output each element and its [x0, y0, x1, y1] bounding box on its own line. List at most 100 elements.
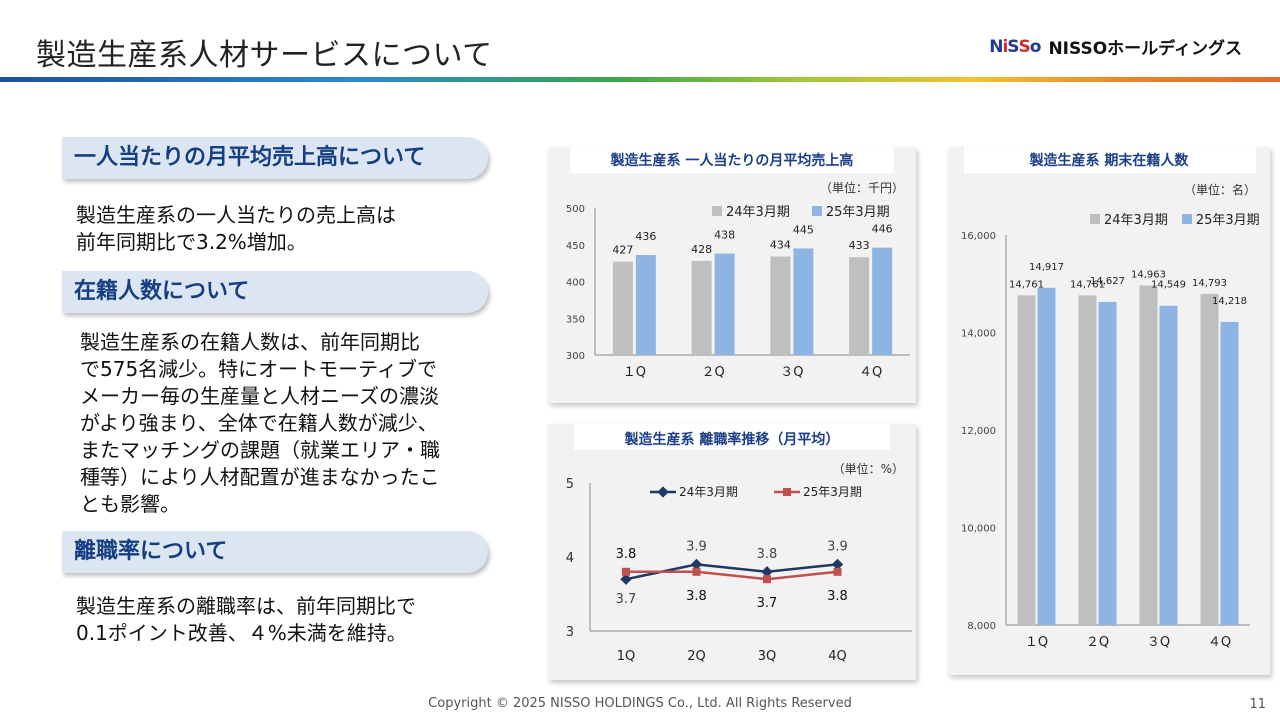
body-line: 0.1ポイント改善、４%未満を維持。: [76, 621, 407, 645]
body-line: 種等）により人材配置が進まなかったこ: [80, 465, 440, 489]
brand-name: NISSOホールディングス: [1048, 39, 1242, 59]
data-point: [622, 567, 630, 576]
data-label: 3.8: [827, 589, 848, 604]
data-label: 434: [770, 239, 791, 252]
section-body-headcount: 製造生産系の在籍人数は、前年同期比 で575名減少。特にオートモーティブで メー…: [80, 329, 440, 518]
y-tick-label: 450: [566, 241, 585, 252]
section-heading-headcount: 在籍人数について: [62, 271, 488, 313]
section-heading-turnover: 離職率について: [62, 531, 488, 573]
bar: [872, 247, 893, 355]
data-label: 3.9: [827, 539, 848, 554]
body-line: で575名減少。特にオートモーティブで: [80, 357, 437, 381]
data-label: 3.8: [686, 589, 707, 604]
bar: [1098, 301, 1117, 625]
data-label: 14,549: [1151, 280, 1186, 291]
x-tick-label: １Q: [623, 365, 646, 380]
data-label: 14,917: [1029, 262, 1064, 273]
data-label: 14,218: [1212, 296, 1247, 307]
page-number: 11: [1249, 697, 1266, 712]
y-tick-label: 4: [566, 551, 574, 566]
x-tick-label: ４Q: [1208, 635, 1231, 650]
x-tick-label: ３Q: [780, 365, 803, 380]
x-tick-label: ３Q: [1147, 635, 1170, 650]
chart-card-headcount: 製造生産系 期末在籍人数 （単位：名） 24年3月期 25年3月期 8,000 1…: [948, 147, 1270, 675]
x-tick-label: ２Q: [702, 365, 725, 380]
y-tick-label: 5: [566, 477, 574, 492]
x-tick-label: 3Q: [758, 649, 777, 664]
y-tick-label: 350: [566, 314, 585, 325]
line-chart-turnover: 3 4 5 1Q 2Q 3Q 4Q 3.7 3.9 3.8 3.9 3.8 3.8 3.7 3.8 24年3月…: [566, 477, 912, 664]
data-point: [690, 558, 703, 571]
legend-item: 24年3月期: [712, 201, 790, 220]
bar: [1078, 295, 1097, 625]
series-line: [626, 570, 838, 581]
x-tick-label: １Q: [1025, 635, 1048, 650]
body-line: またマッチングの課題（就業エリア・職: [80, 438, 440, 462]
body-line: 製造生産系の在籍人数は、前年同期比: [80, 330, 420, 354]
data-label: 14,761: [1009, 279, 1044, 290]
bar: [714, 253, 735, 355]
legend-item: 25年3月期: [1181, 209, 1260, 228]
legend-label: 24年3月期: [679, 485, 738, 499]
header-rule: [0, 77, 1280, 82]
x-tick-label: 4Q: [828, 649, 847, 664]
data-point: [763, 575, 771, 584]
data-label: 3.7: [616, 592, 637, 607]
y-tick-label: 16,000: [961, 231, 996, 242]
bar: [793, 248, 814, 355]
section-body-turnover: 製造生産系の離職率は、前年同期比で 0.1ポイント改善、４%未満を維持。: [76, 593, 416, 647]
legend-label: 25年3月期: [803, 485, 862, 499]
chart-card-sales: 製造生産系 一人当たりの月平均売上高 （単位：千円） 24年3月期 25年3月期…: [548, 147, 916, 403]
bar: [770, 256, 791, 355]
data-label: 3.9: [686, 539, 707, 554]
data-point: [692, 567, 701, 576]
y-tick-label: 500: [566, 204, 585, 215]
bar: [691, 260, 712, 355]
y-tick-label: 8,000: [967, 621, 996, 632]
y-tick-label: 12,000: [961, 426, 996, 437]
legend-marker: [783, 488, 791, 496]
data-label: 446: [872, 223, 893, 236]
bar: [612, 261, 633, 355]
bar: [1220, 321, 1239, 625]
data-label: 433: [849, 239, 870, 252]
data-label: 14,627: [1090, 276, 1125, 287]
chart-unit: （単位：%）: [832, 462, 904, 476]
y-tick-label: 14,000: [961, 329, 996, 340]
bar: [849, 257, 870, 355]
legend-item: 25年3月期: [811, 201, 890, 220]
x-tick-label: 1Q: [617, 649, 636, 664]
body-line: 前年同期比で3.2%増加。: [76, 230, 307, 254]
data-point: [831, 558, 844, 571]
data-label: 436: [635, 230, 656, 243]
chart-unit: （単位：名）: [1183, 183, 1256, 197]
chart-unit: （単位：千円）: [819, 181, 904, 195]
data-point: [833, 567, 842, 576]
data-label: 3.7: [757, 596, 778, 611]
body-line: がより強まり、全体で在籍人数が減少、: [80, 411, 438, 435]
data-label: 3.8: [757, 547, 778, 562]
chart-title: 製造生産系 期末在籍人数: [1029, 153, 1189, 169]
data-label: 438: [714, 229, 735, 242]
legend-marker: [657, 486, 669, 498]
bar: [1139, 285, 1158, 625]
data-label: 14,793: [1192, 278, 1227, 289]
body-line: とも影響。: [80, 492, 180, 516]
x-tick-label: ２Q: [1086, 635, 1109, 650]
chart-card-turnover: 製造生産系 離職率推移（月平均） （単位：%） 3 4 5 1Q 2Q 3Q 4Q 3.7 3.…: [548, 424, 916, 680]
bar-chart-headcount: 8,000 10,000 12,000 14,000 16,000 14,761 14,91…: [961, 231, 1250, 650]
data-label: 14,963: [1131, 270, 1166, 281]
y-tick-label: 400: [566, 278, 585, 289]
chart-title: 製造生産系 一人当たりの月平均売上高: [610, 153, 854, 169]
y-tick-label: 3: [566, 625, 574, 640]
data-label: 3.8: [616, 547, 637, 562]
body-line: 製造生産系の一人当たりの売上高は: [76, 203, 396, 227]
x-tick-label: 2Q: [687, 649, 706, 664]
chart-legend: 24年3月期 25年3月期: [712, 201, 890, 220]
chart-legend: 24年3月期 25年3月期: [1090, 209, 1260, 228]
data-label: 427: [612, 244, 633, 257]
data-label: 14,761: [1070, 279, 1105, 290]
